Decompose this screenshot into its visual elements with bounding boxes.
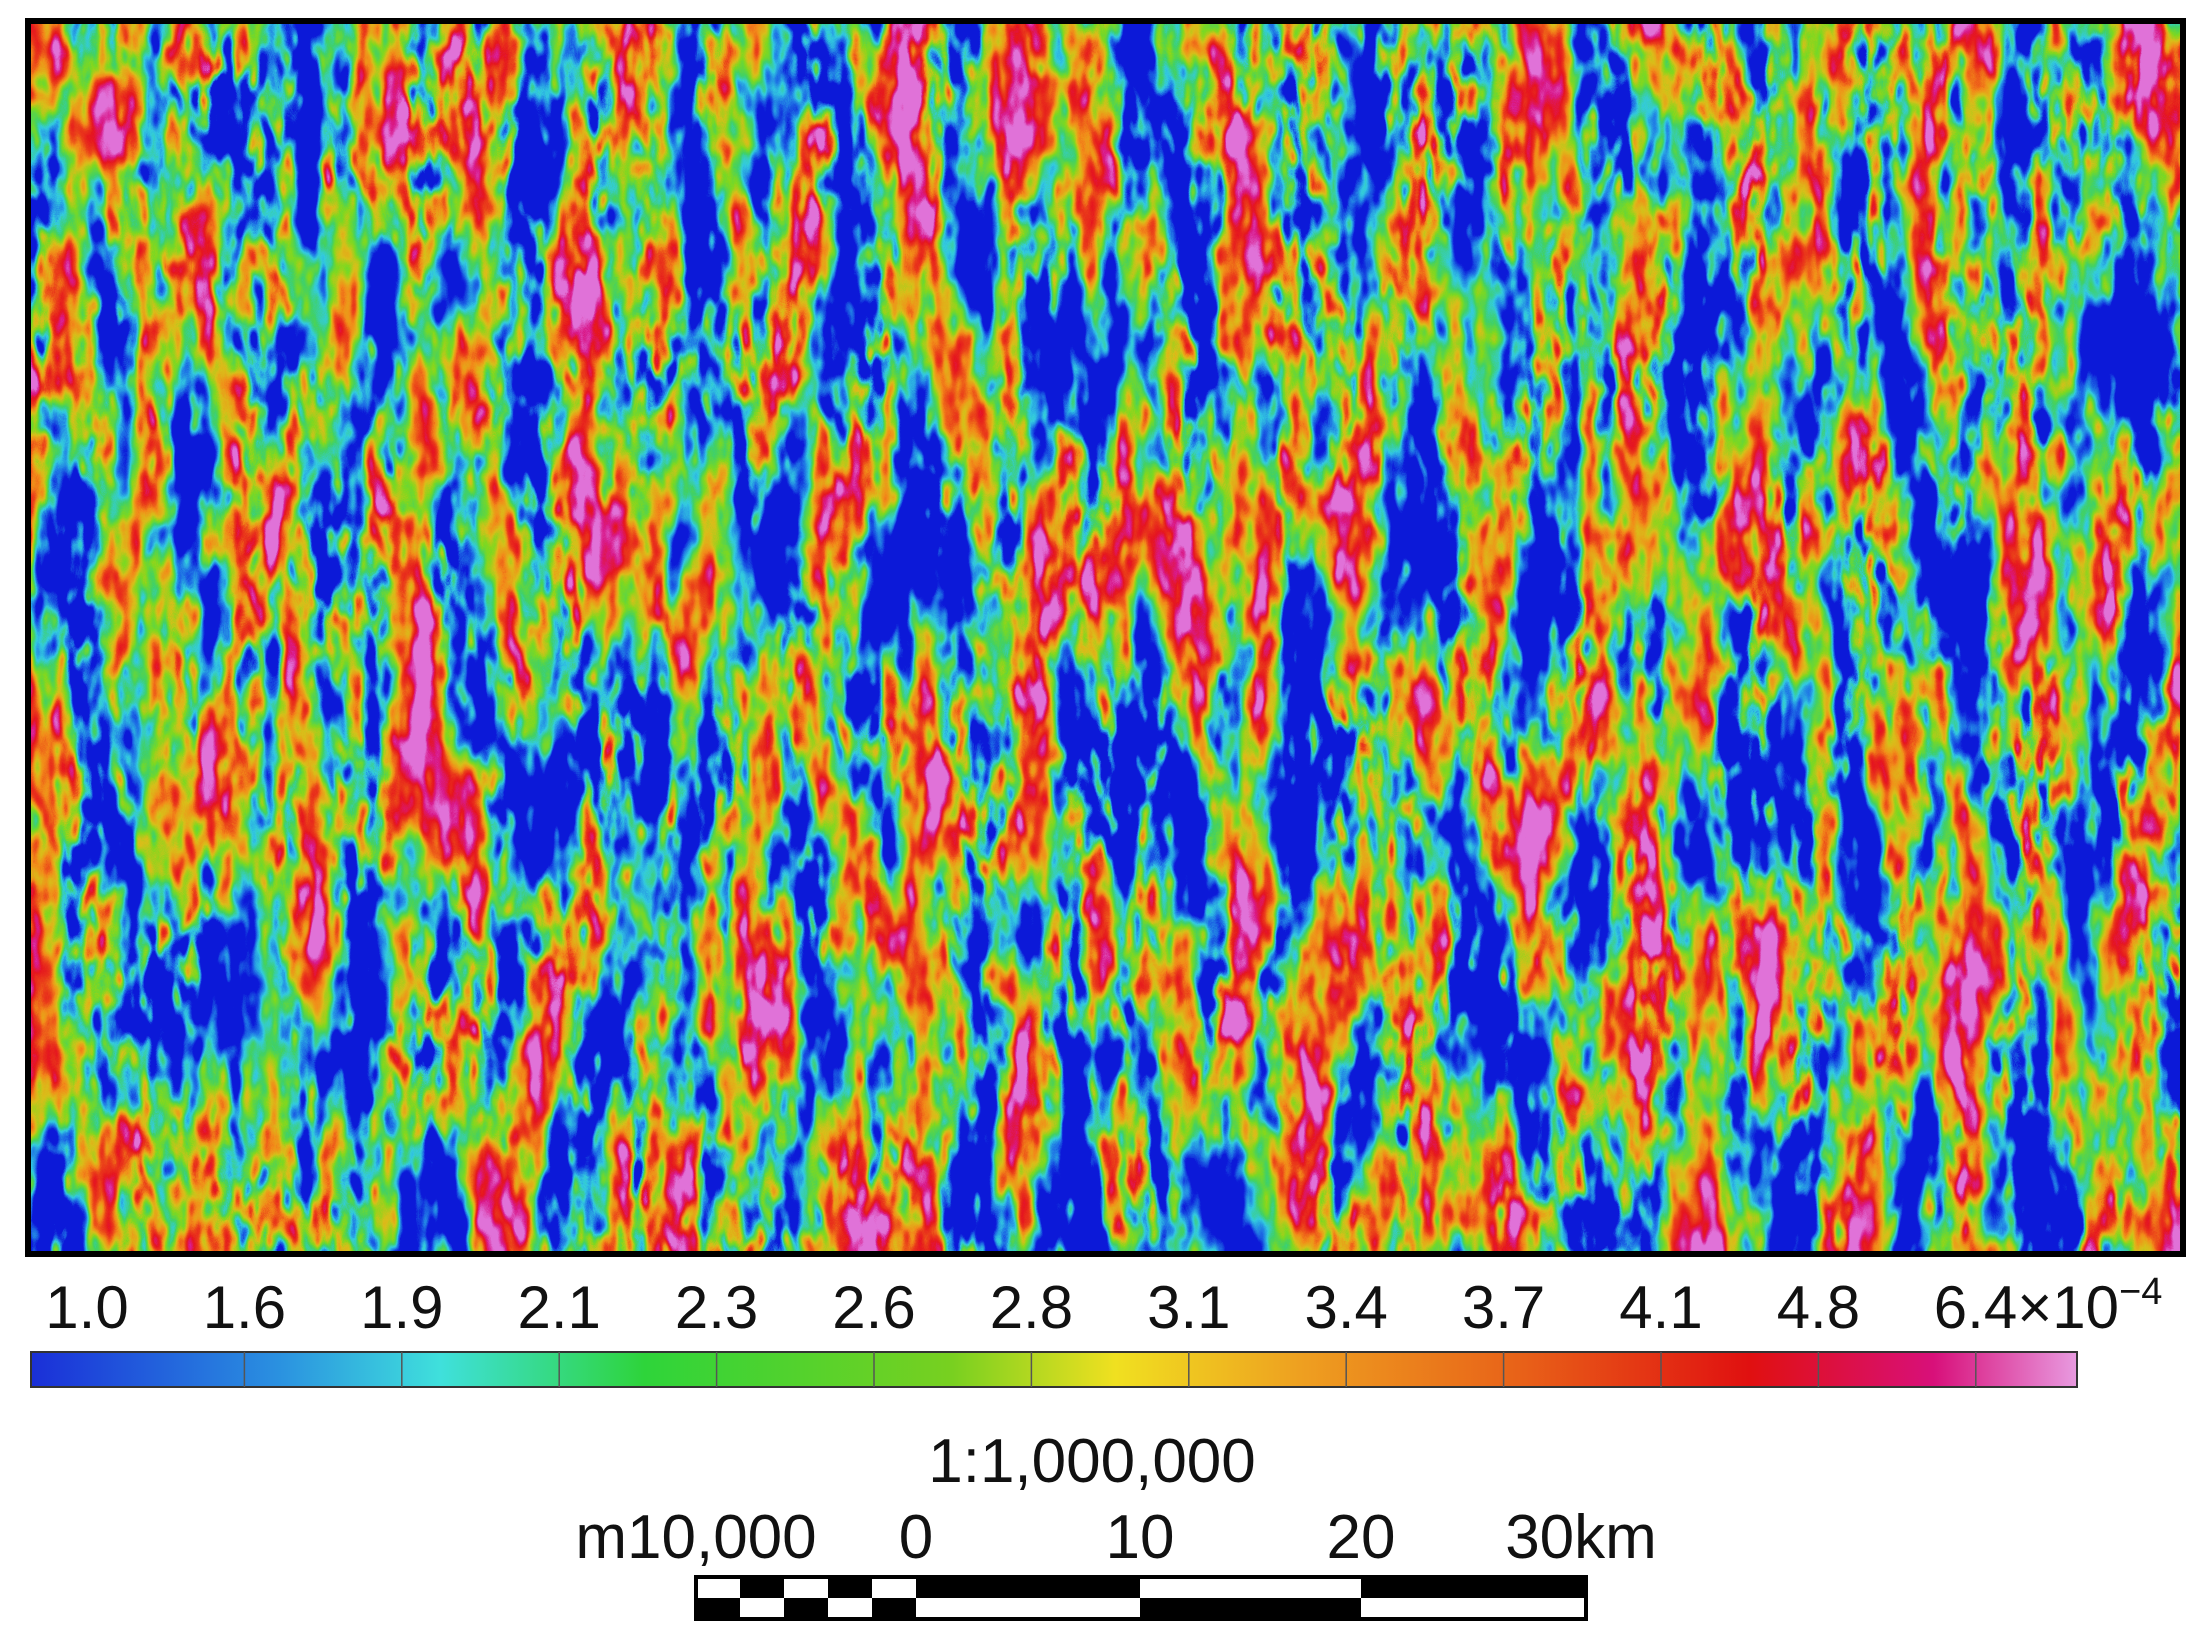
colorbar-label-group: 6.4×10−4	[1934, 1271, 2163, 1341]
colorbar-label: 4.8	[1777, 1274, 1860, 1341]
colorbar-label: 3.1	[1147, 1274, 1230, 1341]
scale-label: 30km	[1505, 1503, 1657, 1572]
colorbar: 1.0 1.6 1.9 2.1 2.3 2.6 2.8 3.1 3.4 3.7 4.1 4.8 6.4×…	[30, 1271, 2163, 1388]
colorbar-label: 1.9	[360, 1274, 443, 1341]
scale-ratio: 1:1,000,000	[928, 1427, 1256, 1496]
colorbar-label: 1.0	[45, 1274, 128, 1341]
colorbar-label: 2.8	[990, 1274, 1073, 1341]
map-frame	[25, 18, 2186, 1257]
scale-bar: 1:1,000,000 m10,000 0 10 20 30km	[575, 1427, 1657, 1621]
scale-bar-graphic	[694, 1575, 1588, 1621]
scale-label: 0	[899, 1503, 933, 1572]
colorbar-label: 2.6	[832, 1274, 915, 1341]
colorbar-label: 1.6	[203, 1274, 286, 1341]
scale-label: m10,000	[575, 1503, 816, 1572]
scale-label: 20	[1327, 1503, 1396, 1572]
colorbar-label: 2.1	[517, 1274, 600, 1341]
colorbar-label: 6.4	[1934, 1274, 2017, 1341]
colorbar-label: 3.7	[1462, 1274, 1545, 1341]
colorbar-multiplier: ×10	[2017, 1274, 2119, 1341]
colorbar-label: 4.1	[1619, 1274, 1702, 1341]
colorbar-label: 2.3	[675, 1274, 758, 1341]
colorbar-label: 3.4	[1304, 1274, 1387, 1341]
colorbar-exponent: −4	[2119, 1271, 2162, 1313]
map-area	[25, 18, 2186, 1257]
scale-label: 10	[1106, 1503, 1175, 1572]
colorbar-ramp	[30, 1351, 2078, 1388]
anomaly-raster	[28, 21, 2183, 1254]
